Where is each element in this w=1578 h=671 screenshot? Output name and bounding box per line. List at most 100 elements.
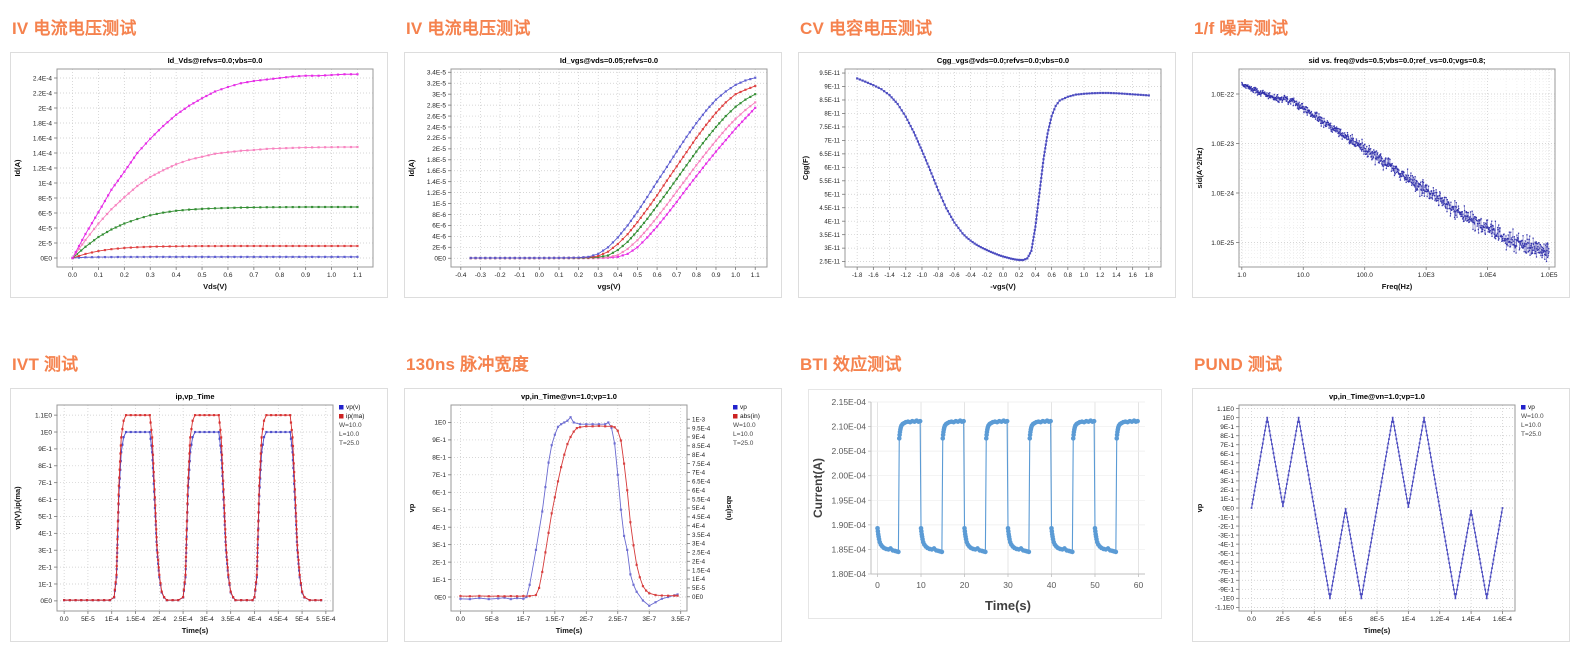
- svg-text:1E0: 1E0: [434, 420, 446, 427]
- svg-text:2.10E-04: 2.10E-04: [832, 422, 867, 432]
- svg-text:0E0: 0E0: [434, 256, 446, 263]
- svg-text:4.5E-4: 4.5E-4: [269, 616, 289, 623]
- svg-text:1.8E-4: 1.8E-4: [33, 121, 53, 128]
- svg-text:vp,in_Time@vn=1.0;vp=1.0: vp,in_Time@vn=1.0;vp=1.0: [521, 392, 617, 401]
- svg-text:1.8E-5: 1.8E-5: [427, 157, 447, 164]
- svg-text:4E-5: 4E-5: [1307, 616, 1321, 623]
- chart-pund: 0.0 2E-5 4E-5 6E-5 8E-5 1E-4 1.2E-4 1.4E-4 1.6E-…: [1192, 388, 1570, 643]
- svg-text:1.0E-23: 1.0E-23: [1211, 141, 1234, 148]
- svg-text:W=10.0: W=10.0: [733, 422, 756, 429]
- svg-text:50: 50: [1090, 580, 1100, 590]
- svg-text:2E-1: 2E-1: [38, 565, 52, 572]
- svg-text:5E-4: 5E-4: [692, 505, 706, 512]
- svg-text:9.5E-11: 9.5E-11: [819, 71, 840, 77]
- svg-text:0.2: 0.2: [120, 272, 129, 279]
- svg-text:8E-6: 8E-6: [432, 212, 446, 219]
- svg-text:8E-11: 8E-11: [824, 112, 840, 118]
- panel-cv: CV 电容电压测试 -1.8 -1.6 -1.4 -1.2 -1.0 -0.8 -0.6 -0…: [788, 0, 1182, 336]
- svg-text:2.5E-7: 2.5E-7: [608, 616, 628, 623]
- svg-text:1E-3: 1E-3: [692, 417, 706, 424]
- svg-text:40: 40: [1047, 580, 1057, 590]
- section-title: IVT 测试: [12, 355, 79, 374]
- section-title: IV 电流电压测试: [406, 19, 531, 38]
- svg-text:9E-4: 9E-4: [692, 434, 706, 441]
- svg-text:3.2E-5: 3.2E-5: [427, 81, 447, 88]
- svg-text:4E-1: 4E-1: [1220, 469, 1234, 476]
- svg-text:0.4: 0.4: [613, 272, 622, 279]
- svg-text:7E-11: 7E-11: [824, 139, 840, 145]
- svg-text:5E-8: 5E-8: [485, 616, 499, 623]
- svg-text:-0.4: -0.4: [455, 272, 467, 279]
- svg-text:1.0: 1.0: [731, 272, 740, 279]
- svg-text:6E-5: 6E-5: [1339, 616, 1353, 623]
- svg-text:3.4E-5: 3.4E-5: [427, 70, 447, 77]
- svg-text:1.2E-4: 1.2E-4: [33, 166, 53, 173]
- chart-cv: -1.8 -1.6 -1.4 -1.2 -1.0 -0.8 -0.6 -0.4 -0.2 0.0 0…: [798, 52, 1176, 299]
- svg-text:-1.2: -1.2: [901, 273, 912, 279]
- section-title: 1/f 噪声测试: [1194, 19, 1289, 38]
- svg-text:Vds(V): Vds(V): [203, 282, 227, 291]
- svg-text:1.1: 1.1: [751, 272, 760, 279]
- svg-text:-0.2: -0.2: [494, 272, 506, 279]
- svg-text:2E-6: 2E-6: [432, 245, 446, 252]
- svg-text:-5E-1: -5E-1: [1218, 551, 1234, 558]
- svg-text:vp: vp: [407, 503, 416, 512]
- svg-text:2.2E-5: 2.2E-5: [427, 135, 447, 142]
- svg-text:1E-4: 1E-4: [1401, 616, 1415, 623]
- svg-text:2E-4: 2E-4: [692, 559, 706, 566]
- svg-text:8E-5: 8E-5: [1370, 616, 1384, 623]
- svg-text:9E-1: 9E-1: [38, 446, 52, 453]
- svg-text:-2E-1: -2E-1: [1218, 524, 1234, 531]
- svg-text:1.5E-4: 1.5E-4: [692, 568, 711, 575]
- svg-text:vp: vp: [1528, 404, 1535, 411]
- svg-text:2.5E-11: 2.5E-11: [819, 260, 840, 266]
- svg-text:1E-7: 1E-7: [517, 616, 531, 623]
- svg-text:W=10.0: W=10.0: [339, 422, 362, 429]
- svg-text:0.0: 0.0: [1247, 616, 1256, 623]
- svg-text:0.8: 0.8: [1064, 273, 1073, 279]
- svg-text:-0.1: -0.1: [514, 272, 526, 279]
- svg-text:7E-1: 7E-1: [38, 480, 52, 487]
- svg-text:1.4E-4: 1.4E-4: [1462, 616, 1482, 623]
- svg-text:1.1E0: 1.1E0: [1217, 406, 1234, 413]
- svg-text:Cgg(F): Cgg(F): [801, 156, 810, 181]
- svg-text:L=10.0: L=10.0: [339, 431, 359, 438]
- svg-text:8E-1: 8E-1: [1220, 433, 1234, 440]
- svg-text:Cgg_vgs@vds=0.0;refvs=0.0;vbs=: Cgg_vgs@vds=0.0;refvs=0.0;vbs=0.0: [937, 56, 1069, 65]
- svg-text:Id(A): Id(A): [13, 159, 22, 177]
- svg-text:0.0: 0.0: [68, 272, 77, 279]
- svg-text:Id(A): Id(A): [407, 159, 416, 177]
- svg-text:-1.4: -1.4: [884, 273, 895, 279]
- svg-text:3.5E-4: 3.5E-4: [221, 616, 241, 623]
- svg-text:8.5E-11: 8.5E-11: [819, 98, 840, 104]
- chart-iv-transfer: -0.4 -0.3 -0.2 -0.1 0.0 0.1 0.2 0.3 0.4 0.5 0.6 0.7…: [404, 52, 782, 299]
- svg-text:8E-1: 8E-1: [38, 463, 52, 470]
- svg-text:5E-1: 5E-1: [1220, 460, 1234, 467]
- svg-text:6.5E-11: 6.5E-11: [819, 152, 840, 158]
- svg-text:T=25.0: T=25.0: [1521, 431, 1542, 438]
- chart-iv-output: 0.0 0.1 0.2 0.3 0.4 0.5 0.6 0.7 0.8 0.9 1.0 1.1 0E0 2…: [10, 52, 388, 299]
- svg-text:ip,vp_Time: ip,vp_Time: [175, 392, 214, 401]
- svg-text:0.0: 0.0: [60, 616, 69, 623]
- svg-text:3E-1: 3E-1: [432, 542, 446, 549]
- svg-text:4E-4: 4E-4: [248, 616, 262, 623]
- svg-text:2.15E-04: 2.15E-04: [832, 397, 867, 407]
- svg-text:1E0: 1E0: [40, 430, 52, 437]
- svg-text:4E-1: 4E-1: [38, 531, 52, 538]
- svg-text:0.4: 0.4: [1031, 273, 1040, 279]
- svg-text:3.5E-4: 3.5E-4: [692, 532, 711, 539]
- chart-ivt-pulses: 0.0 5E-5 1E-4 1.5E-4 2E-4 2.5E-4 3E-4 3.5E-4 4E-…: [10, 388, 388, 643]
- svg-text:2E-1: 2E-1: [1220, 487, 1234, 494]
- svg-text:3E-11: 3E-11: [824, 246, 840, 252]
- svg-text:1.4: 1.4: [1112, 273, 1121, 279]
- svg-text:-0.3: -0.3: [475, 272, 487, 279]
- svg-text:vgs(V): vgs(V): [598, 282, 621, 291]
- svg-text:vp,in_Time@vn=1.0;vp=1.0: vp,in_Time@vn=1.0;vp=1.0: [1329, 392, 1425, 401]
- svg-text:sid(A^2/Hz): sid(A^2/Hz): [1195, 147, 1204, 189]
- svg-text:2.4E-4: 2.4E-4: [33, 76, 53, 83]
- svg-text:10.0: 10.0: [1297, 272, 1310, 279]
- svg-text:7E-4: 7E-4: [692, 470, 706, 477]
- svg-text:1.6E-4: 1.6E-4: [33, 136, 53, 143]
- section-title: PUND 测试: [1194, 355, 1283, 374]
- chart-bti: 0 10 20 30 40 50 60 1.80E-04 1.85E-04 1.90E-04 1.9…: [808, 389, 1162, 620]
